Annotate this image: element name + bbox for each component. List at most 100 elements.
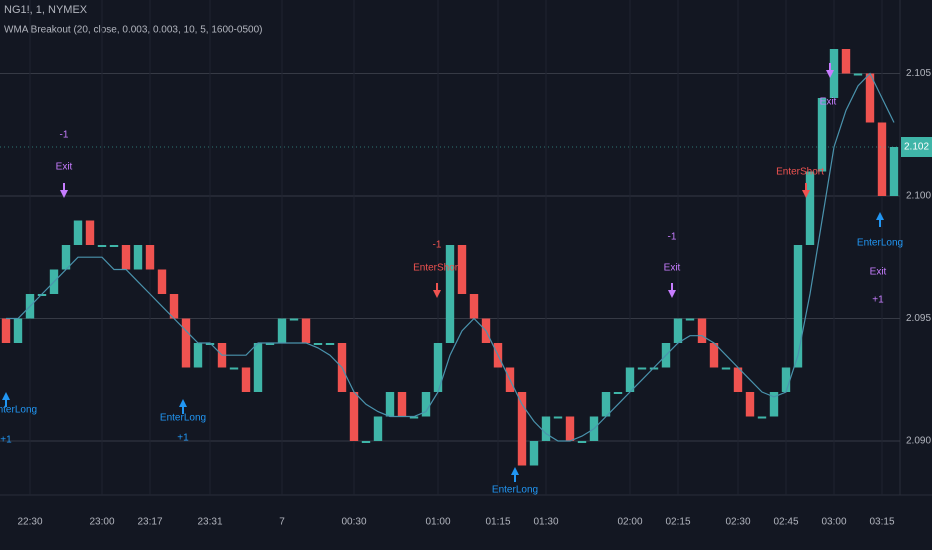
- candle: [829, 49, 839, 98]
- candle: [97, 245, 107, 247]
- signal-label: +1: [872, 295, 884, 306]
- candle: [193, 343, 203, 368]
- signal-arrow: [876, 212, 884, 220]
- candle: [817, 98, 827, 172]
- signal-label: EnterLong: [857, 238, 903, 249]
- candle: [157, 269, 167, 294]
- x-tick-label: 02:30: [725, 517, 750, 528]
- x-tick-label: 23:00: [89, 517, 114, 528]
- candle: [673, 318, 683, 343]
- candle: [529, 441, 539, 466]
- candle: [145, 245, 155, 270]
- candle: [541, 416, 551, 441]
- candle: [433, 343, 443, 392]
- candle: [241, 367, 251, 392]
- signal-label: EnterLong: [492, 485, 538, 496]
- candle: [613, 392, 623, 394]
- candle: [721, 367, 731, 370]
- candle: [757, 416, 767, 419]
- x-tick-label: 01:00: [425, 517, 450, 528]
- signal-label: Exit: [664, 263, 681, 274]
- x-tick-label: 01:15: [485, 517, 510, 528]
- candle: [865, 73, 875, 123]
- signal-arrow: [668, 290, 676, 298]
- candle: [205, 343, 215, 345]
- signal-label: -1: [668, 232, 677, 243]
- x-tick-label: 03:00: [821, 517, 846, 528]
- signal-label: EnterShort: [776, 167, 824, 178]
- y-tick-label: 2.095: [906, 313, 931, 324]
- candle: [253, 343, 263, 392]
- candle: [685, 318, 695, 321]
- candle: [697, 318, 707, 343]
- candle: [265, 343, 275, 345]
- x-tick-label: 23:17: [137, 517, 162, 528]
- x-tick-label: 22:30: [17, 517, 42, 528]
- candle: [469, 294, 479, 319]
- candle: [577, 441, 587, 443]
- candle: [637, 367, 647, 370]
- candle: [385, 392, 395, 417]
- candle: [289, 318, 299, 321]
- candle: [409, 416, 419, 419]
- candle: [457, 245, 467, 294]
- candle: [361, 441, 371, 443]
- signal-label: Exit: [870, 267, 887, 278]
- signal-arrow: [2, 392, 10, 400]
- candle: [397, 392, 407, 417]
- candle: [853, 73, 863, 76]
- candle: [325, 343, 335, 345]
- x-tick-label: 7: [279, 517, 285, 528]
- candle: [625, 367, 635, 392]
- candle: [781, 367, 791, 392]
- signal-label: Exit: [820, 97, 837, 108]
- y-tick-label: 2.090: [906, 436, 931, 447]
- last-price-box: [901, 137, 932, 157]
- last-price-label: 2.102: [904, 142, 929, 153]
- y-tick-label: 2.100: [906, 191, 931, 202]
- x-tick-label: 02:15: [665, 517, 690, 528]
- candle: [37, 294, 47, 296]
- x-tick-label: 23:31: [197, 517, 222, 528]
- candle: [73, 220, 83, 245]
- candle: [841, 49, 851, 74]
- signal-label: EnterShort: [413, 263, 461, 274]
- candle: [229, 367, 239, 370]
- candle: [277, 318, 287, 343]
- candle: [565, 416, 575, 441]
- x-tick-label: 03:15: [869, 517, 894, 528]
- candle: [877, 122, 887, 196]
- candle: [85, 220, 95, 245]
- candle: [421, 392, 431, 417]
- signal-arrow: [179, 399, 187, 407]
- candle: [109, 245, 119, 247]
- x-tick-label: 02:45: [773, 517, 798, 528]
- candle: [769, 392, 779, 417]
- candle: [13, 318, 23, 343]
- signal-arrow: [433, 290, 441, 298]
- candle: [649, 367, 659, 370]
- signal-label: -1: [60, 130, 69, 141]
- candle: [169, 294, 179, 319]
- signal-label: EnterLong: [0, 405, 37, 416]
- signal-label: -1: [433, 240, 442, 251]
- wma-line: [6, 72, 895, 442]
- candle: [373, 416, 383, 441]
- candle: [133, 245, 143, 270]
- signal-arrow: [826, 70, 834, 78]
- symbol-title: NG1!, 1, NYMEX: [4, 4, 88, 16]
- signal-label: EnterLong: [160, 413, 206, 424]
- candle: [889, 147, 899, 196]
- candle: [121, 245, 131, 270]
- x-tick-label: 02:00: [617, 517, 642, 528]
- candle: [745, 392, 755, 417]
- x-tick-label: 00:30: [341, 517, 366, 528]
- candle: [61, 245, 71, 270]
- candle: [709, 343, 719, 368]
- candle: [349, 392, 359, 441]
- y-tick-label: 2.105: [906, 68, 931, 79]
- signal-arrow: [802, 190, 810, 198]
- candle: [517, 392, 527, 466]
- candle: [553, 416, 563, 419]
